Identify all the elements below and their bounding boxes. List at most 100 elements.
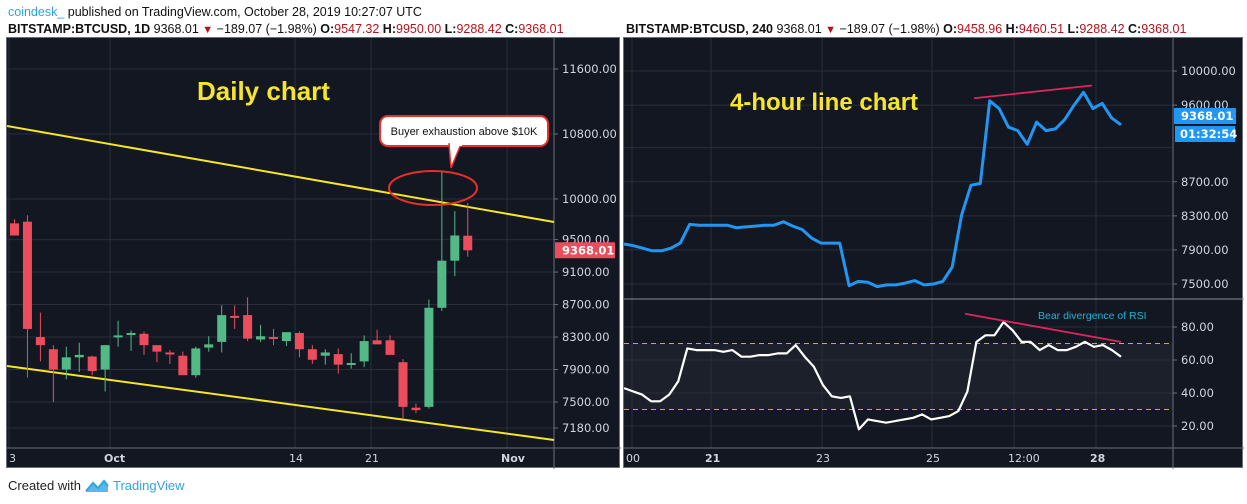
candle-body	[126, 332, 136, 335]
upper-channel-trendline	[7, 125, 555, 223]
candle-body	[61, 357, 71, 370]
rsi-divergence-line	[964, 312, 1122, 343]
price-tick-label: 9100.00	[562, 265, 610, 279]
last-price-label: 9368.01	[1181, 109, 1233, 123]
candle-body	[165, 352, 175, 355]
candle-body	[294, 332, 304, 350]
candle-body	[48, 349, 58, 370]
candle-body	[333, 354, 343, 365]
created-with-label: Created with	[8, 478, 81, 493]
candle-body	[269, 337, 278, 340]
candle-body	[87, 356, 97, 372]
countdown-label: 01:32:54	[1180, 127, 1237, 141]
publisher-line: coindesk_ published on TradingView.com, …	[8, 5, 422, 19]
candle-body	[256, 336, 266, 340]
callout-pointer	[448, 143, 463, 169]
price-tick-label: 8300.00	[562, 330, 610, 344]
left-close: 9368.01	[518, 22, 564, 36]
down-triangle-icon: ▼	[825, 24, 837, 36]
candle-body	[35, 337, 45, 346]
left-legend: BITSTAMP:BTCUSD, 1D 9368.01 ▼ −189.07 (−…	[8, 22, 564, 36]
time-tick-label: 25	[926, 452, 940, 465]
four-hour-line-chart[interactable]: Bear divergence of RSI 4-hour line chart 1…	[624, 38, 1244, 469]
left-change: −189.07 (−1.98%)	[216, 22, 317, 36]
price-tick-label: 7500.00	[562, 395, 610, 409]
right-change: −189.07 (−1.98%)	[839, 22, 940, 36]
right-legend: BITSTAMP:BTCUSD, 240 9368.01 ▼ −189.07 (…	[626, 22, 1187, 36]
annotation-text: Buyer exhaustion above $10K	[391, 126, 538, 138]
right-low: 9288.42	[1079, 22, 1125, 36]
candle-body	[22, 221, 32, 329]
annotation-callout	[379, 115, 549, 147]
time-tick-label: 28	[1090, 452, 1105, 465]
candle-body	[450, 235, 460, 261]
price-tick-label: 7500.00	[1181, 277, 1229, 291]
lower-channel-trendline	[7, 365, 555, 441]
last-price-badge	[555, 242, 615, 259]
candle-body	[437, 260, 447, 308]
daily-candlestick-chart[interactable]: Daily chart Buyer exhaustion above $10K 11…	[7, 38, 621, 469]
candle-body	[10, 223, 19, 236]
candle-body	[230, 315, 240, 318]
daily-chart-panel[interactable]: Daily chart Buyer exhaustion above $10K 11…	[6, 37, 621, 469]
time-tick-label: 12:00	[1008, 452, 1040, 465]
publisher-name[interactable]: coindesk_	[8, 5, 65, 19]
rsi-divergence-label: Bear divergence of RSI	[1038, 310, 1147, 322]
annotation-ellipse	[388, 170, 478, 206]
four-hour-chart-panel[interactable]: Bear divergence of RSI 4-hour line chart 1…	[623, 37, 1244, 469]
time-tick-label: 21	[705, 452, 720, 465]
right-open: 9458.96	[957, 22, 1003, 36]
candle-body	[152, 345, 162, 352]
candle-body	[178, 355, 188, 376]
candle-body	[424, 307, 434, 407]
last-price-badge	[1174, 108, 1236, 124]
candle-body	[100, 345, 110, 370]
last-price-label: 9368.01	[562, 243, 614, 257]
candle-body	[204, 344, 214, 348]
candle-body	[139, 333, 149, 346]
right-symbol: BITSTAMP:BTCUSD, 240	[626, 22, 774, 36]
time-tick-label: 23	[816, 452, 830, 465]
candle-body	[346, 363, 356, 366]
callout-pointer-mask	[450, 142, 462, 146]
tradingview-link[interactable]: TradingView	[112, 478, 185, 493]
right-last: 9368.01	[776, 22, 822, 36]
price-tick-label: 7900.00	[562, 363, 610, 377]
left-open: 9547.32	[334, 22, 380, 36]
candle-body	[243, 315, 253, 339]
candle-body	[113, 335, 123, 338]
right-high: 9460.51	[1018, 22, 1065, 36]
left-high: 9950.00	[396, 22, 442, 36]
price-divergence-line	[973, 84, 1093, 100]
rsi-band-fill	[624, 343, 1173, 410]
candle-body	[398, 362, 408, 407]
candle-body	[307, 349, 317, 360]
candle-body	[281, 332, 291, 342]
candle-body	[74, 354, 84, 358]
tradingview-logo-icon	[85, 478, 109, 492]
left-last: 9368.01	[153, 22, 199, 36]
time-tick-label: 21	[365, 452, 379, 465]
time-tick-label: 14	[289, 452, 303, 465]
time-tick-label: Nov	[501, 452, 526, 465]
price-tick-label: 8700.00	[562, 298, 610, 312]
candle-body	[320, 352, 330, 356]
footer: Created with TradingView	[8, 478, 185, 493]
left-symbol: BITSTAMP:BTCUSD, 1D	[8, 22, 151, 36]
candle-body	[463, 235, 473, 251]
rsi-tick-label: 20.00	[1181, 419, 1214, 433]
time-tick-label: 3	[9, 452, 16, 465]
rsi-line	[624, 321, 1122, 431]
right-close: 9368.01	[1141, 22, 1187, 36]
price-line	[624, 90, 1122, 289]
price-tick-label: 10800.00	[562, 127, 617, 141]
candle-body	[385, 340, 395, 355]
chart-title: Daily chart	[197, 76, 330, 106]
price-tick-label: 8300.00	[1181, 209, 1229, 223]
candle-body	[217, 315, 227, 342]
candle-body	[411, 407, 421, 411]
candle-body	[372, 340, 382, 345]
price-tick-label: 7900.00	[1181, 243, 1229, 257]
rsi-tick-label: 60.00	[1181, 353, 1214, 367]
price-tick-label: 10000.00	[1181, 64, 1236, 78]
